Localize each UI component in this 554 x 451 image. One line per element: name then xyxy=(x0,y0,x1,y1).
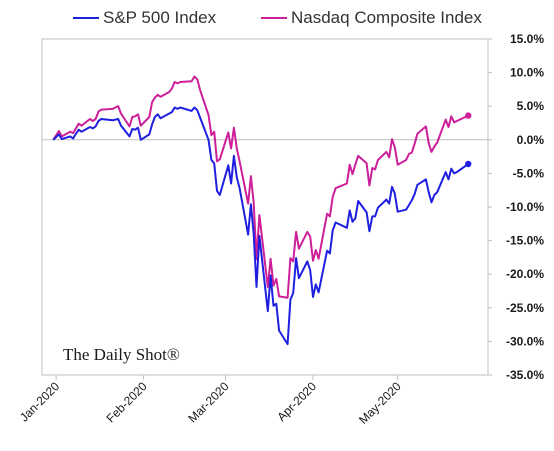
y-tick-label: 0.0% xyxy=(517,133,545,147)
legend-label-nasdaq: Nasdaq Composite Index xyxy=(291,8,482,27)
legend-item-sp500: S&P 500 Index xyxy=(73,6,216,30)
x-tick-label: Jan-2020 xyxy=(17,379,63,425)
series-layer xyxy=(52,75,472,346)
y-tick-label: 15.0% xyxy=(510,32,544,46)
x-tick-label: Mar-2020 xyxy=(185,379,231,425)
y-tick-label: -15.0% xyxy=(506,234,544,248)
legend-swatch-nasdaq xyxy=(261,17,287,19)
series-line-nasdaq xyxy=(52,75,469,299)
y-tick-label: 10.0% xyxy=(510,66,544,80)
legend-swatch-sp500 xyxy=(73,17,99,19)
legend: S&P 500 Index Nasdaq Composite Index xyxy=(0,6,554,30)
y-tick-label: -25.0% xyxy=(506,301,544,315)
series-line-sp500 xyxy=(52,106,469,346)
x-tick-label: May-2020 xyxy=(356,379,404,427)
y-tick-label: 5.0% xyxy=(517,99,545,113)
series-end-marker-sp500 xyxy=(465,160,472,168)
y-tick-label: -20.0% xyxy=(506,267,544,281)
x-tick-label: Feb-2020 xyxy=(104,379,150,425)
legend-label-sp500: S&P 500 Index xyxy=(103,8,217,27)
y-axis: 15.0% 10.0% 5.0% 0.0% -5.0% -10.0% -15.0% -20.0… xyxy=(488,32,544,382)
y-tick-label: -35.0% xyxy=(506,368,544,382)
y-tick-label: -10.0% xyxy=(506,200,544,214)
y-tick-label: -30.0% xyxy=(506,334,544,348)
x-tick-label: Apr-2020 xyxy=(274,379,319,424)
legend-item-nasdaq: Nasdaq Composite Index xyxy=(261,6,482,30)
y-tick-label: -5.0% xyxy=(513,166,545,180)
watermark-logo: The Daily Shot® xyxy=(63,345,180,364)
plot-area-border xyxy=(41,38,489,376)
series-end-marker-nasdaq xyxy=(465,112,472,119)
